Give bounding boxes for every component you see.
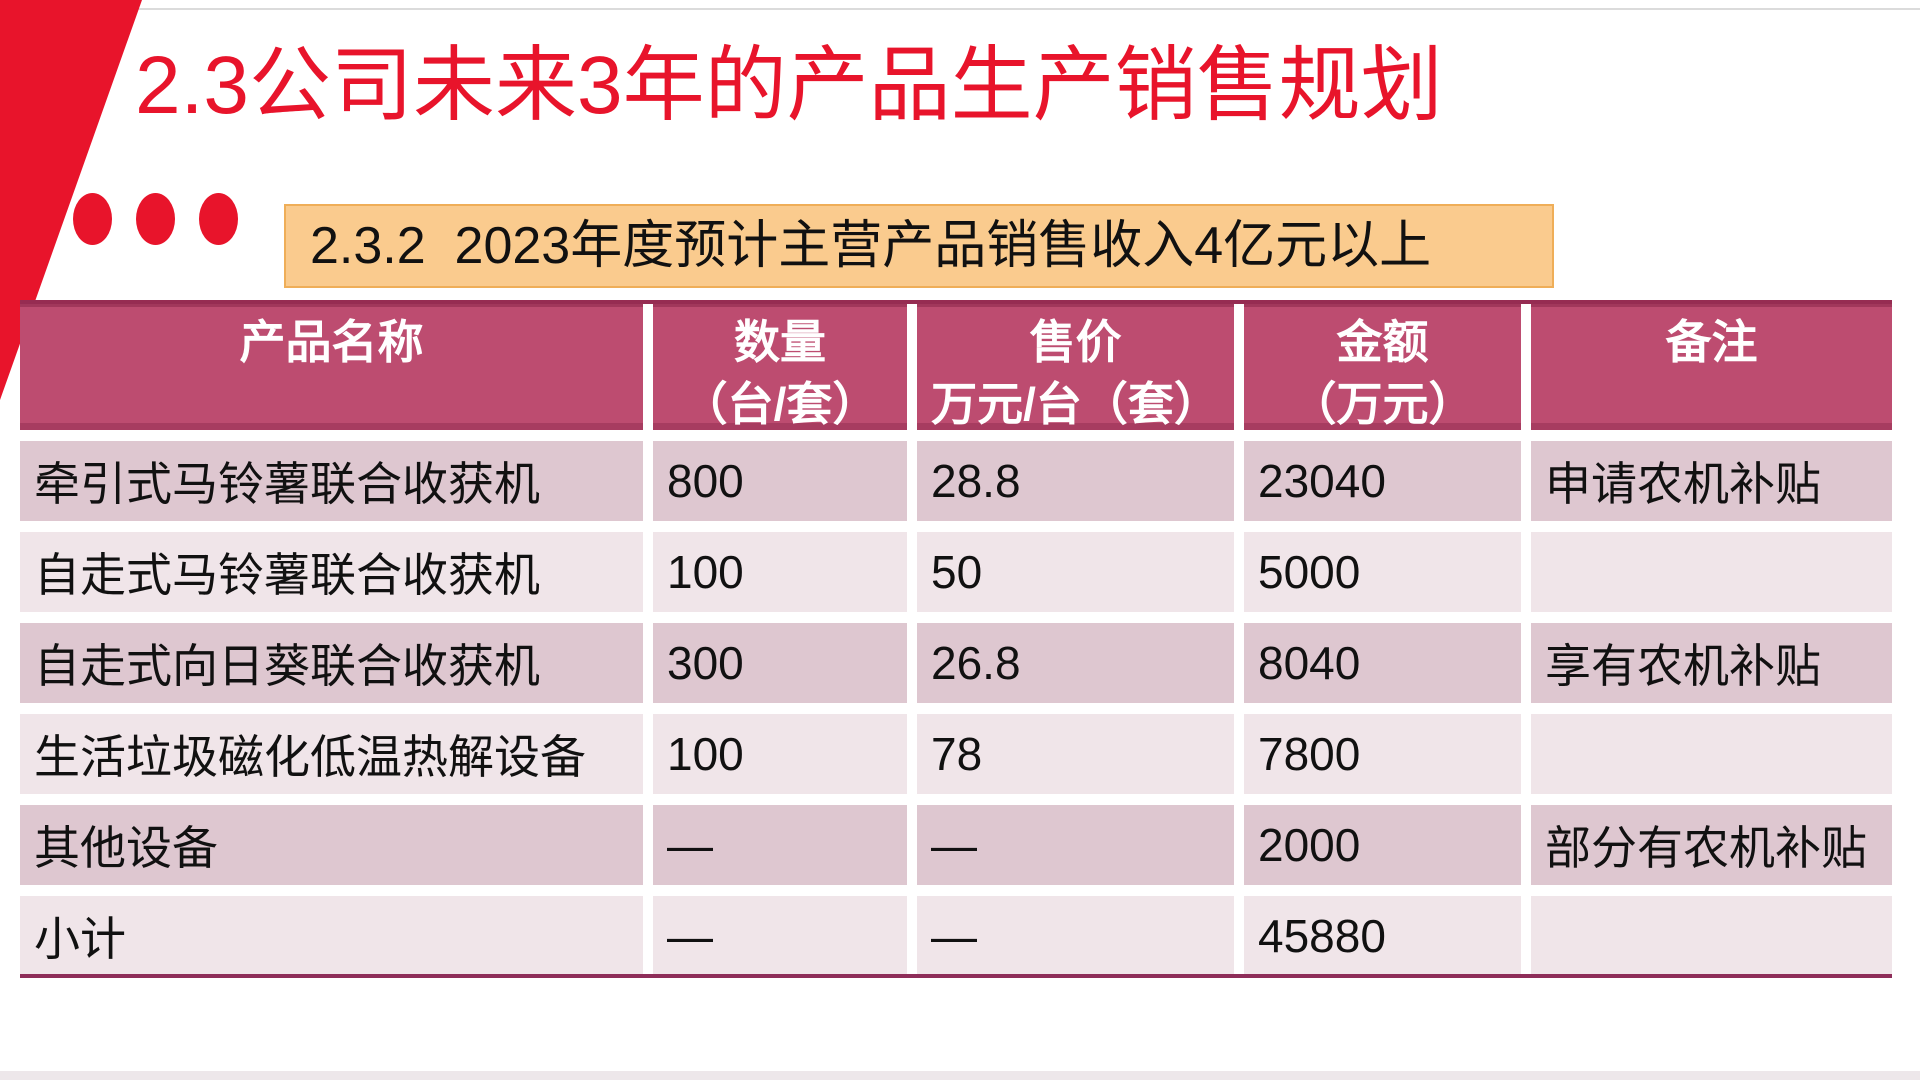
header-amount: 金额 （万元） xyxy=(1244,302,1521,430)
table-cell-remarks xyxy=(1531,896,1892,976)
table-cell-unit-price: — xyxy=(917,896,1234,976)
table-cell-remarks xyxy=(1531,532,1892,612)
table-cell-unit-price: 28.8 xyxy=(917,441,1234,521)
table-top-accent-line xyxy=(20,300,1892,304)
table-cell-amount: 2000 xyxy=(1244,805,1521,885)
table-row: 自走式向日葵联合收获机 300 26.8 8040 享有农机补贴 xyxy=(20,623,1892,703)
table-cell-product-name: 自走式向日葵联合收获机 xyxy=(20,623,643,703)
sales-plan-table: 产品名称 数量 （台/套） 售价 万元/台（套） 金额 （万元） 备注 牵引式马… xyxy=(20,302,1892,976)
table-cell-amount: 5000 xyxy=(1244,532,1521,612)
header-quantity: 数量 （台/套） xyxy=(653,302,907,430)
table-cell-product-name: 牵引式马铃薯联合收获机 xyxy=(20,441,643,521)
three-red-dots-icon xyxy=(73,193,238,245)
table-cell-amount: 45880 xyxy=(1244,896,1521,976)
table-cell-quantity: 100 xyxy=(653,714,907,794)
table-cell-quantity: — xyxy=(653,805,907,885)
table-cell-quantity: 300 xyxy=(653,623,907,703)
header-unit-price: 售价 万元/台（套） xyxy=(917,302,1234,430)
table-cell-amount: 7800 xyxy=(1244,714,1521,794)
table-cell-product-name: 自走式马铃薯联合收获机 xyxy=(20,532,643,612)
table-cell-product-name: 生活垃圾磁化低温热解设备 xyxy=(20,714,643,794)
table-bottom-accent-line xyxy=(20,974,1892,978)
table-cell-remarks: 享有农机补贴 xyxy=(1531,623,1892,703)
table-cell-quantity: 800 xyxy=(653,441,907,521)
table-row: 牵引式马铃薯联合收获机 800 28.8 23040 申请农机补贴 xyxy=(20,441,1892,521)
dot-icon xyxy=(136,193,175,245)
table-cell-product-name: 小计 xyxy=(20,896,643,976)
table-cell-unit-price: — xyxy=(917,805,1234,885)
section-banner-text: 2.3.2 2023年度预计主营产品销售收入4亿元以上 xyxy=(310,217,1432,275)
table-row: 自走式马铃薯联合收获机 100 50 5000 xyxy=(20,532,1892,612)
table-cell-remarks: 部分有农机补贴 xyxy=(1531,805,1892,885)
table-cell-product-name: 其他设备 xyxy=(20,805,643,885)
table-cell-quantity: — xyxy=(653,896,907,976)
table-header-row: 产品名称 数量 （台/套） 售价 万元/台（套） 金额 （万元） 备注 xyxy=(20,302,1892,430)
slide-title: 2.3公司未来3年的产品生产销售规划 xyxy=(135,40,1443,131)
slide-bottom-edge xyxy=(0,1071,1920,1080)
header-remarks: 备注 xyxy=(1531,302,1892,430)
section-banner: 2.3.2 2023年度预计主营产品销售收入4亿元以上 xyxy=(284,204,1554,288)
table-cell-remarks: 申请农机补贴 xyxy=(1531,441,1892,521)
header-product-name: 产品名称 xyxy=(20,302,643,430)
table-cell-remarks xyxy=(1531,714,1892,794)
dot-icon xyxy=(73,193,112,245)
slide-top-border xyxy=(0,8,1920,10)
table-cell-amount: 23040 xyxy=(1244,441,1521,521)
table-cell-unit-price: 78 xyxy=(917,714,1234,794)
table-cell-unit-price: 50 xyxy=(917,532,1234,612)
table-row: 小计 — — 45880 xyxy=(20,896,1892,976)
table-cell-quantity: 100 xyxy=(653,532,907,612)
table-cell-amount: 8040 xyxy=(1244,623,1521,703)
table-cell-unit-price: 26.8 xyxy=(917,623,1234,703)
dot-icon xyxy=(199,193,238,245)
table-row: 生活垃圾磁化低温热解设备 100 78 7800 xyxy=(20,714,1892,794)
table-row: 其他设备 — — 2000 部分有农机补贴 xyxy=(20,805,1892,885)
